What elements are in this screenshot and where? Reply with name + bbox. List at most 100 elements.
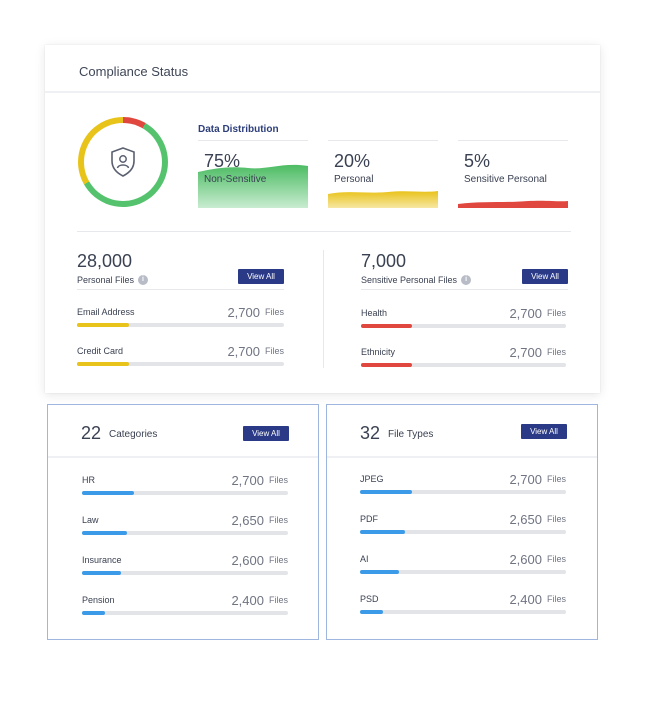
progress-track xyxy=(360,490,566,494)
list-item[interactable]: Law 2,650 Files xyxy=(82,513,288,541)
list-item[interactable]: JPEG 2,700 Files xyxy=(360,472,566,500)
progress-fill xyxy=(82,491,134,495)
categories-count: 22 xyxy=(81,423,102,443)
sensitive-label: Sensitive Personal xyxy=(464,174,547,185)
progress-fill xyxy=(77,362,129,366)
row-value: 2,400 xyxy=(509,592,542,607)
distribution-area-sensitive xyxy=(458,200,568,208)
sensitive-files-count: 7,000 xyxy=(361,251,407,271)
progress-fill xyxy=(82,611,105,615)
personal-files-count: 28,000 xyxy=(77,251,133,271)
file-types-count: 32 xyxy=(360,423,381,443)
personal-percent: 20% xyxy=(334,151,371,171)
list-item[interactable]: Email Address 2,700 Files xyxy=(77,305,284,333)
list-item[interactable]: Credit Card 2,700 Files xyxy=(77,344,284,372)
row-label: PDF xyxy=(360,514,378,524)
list-item[interactable]: Health 2,700 Files xyxy=(361,306,566,334)
list-item[interactable]: PDF 2,650 Files xyxy=(360,512,566,540)
row-label: JPEG xyxy=(360,474,384,484)
row-unit: Files xyxy=(264,346,284,356)
sensitive-files-label: Sensitive Personal Files i xyxy=(361,275,472,285)
progress-fill xyxy=(77,323,129,327)
non-sensitive-percent: 75% xyxy=(204,151,241,171)
row-unit: Files xyxy=(546,594,566,604)
row-unit: Files xyxy=(546,514,566,524)
progress-track xyxy=(82,531,288,535)
shield-user-icon xyxy=(111,147,135,177)
file-types-title: File Types xyxy=(388,429,434,440)
progress-track xyxy=(360,570,566,574)
row-value: 2,400 xyxy=(231,593,264,608)
personal-files-view-all-button[interactable]: View All xyxy=(238,269,284,284)
row-label: HR xyxy=(82,475,95,485)
row-value: 2,700 xyxy=(509,472,542,487)
categories-view-all-button[interactable]: View All xyxy=(243,426,289,441)
progress-track xyxy=(77,323,284,327)
list-item[interactable]: HR 2,700 Files xyxy=(82,473,288,501)
distribution-sensitive-personal: 5% Sensitive Personal xyxy=(458,140,568,208)
section-divider xyxy=(77,231,571,232)
column-divider xyxy=(323,250,324,368)
row-label: Credit Card xyxy=(77,346,124,356)
progress-fill xyxy=(82,571,122,575)
distribution-non-sensitive: 75% Non-Sensitive xyxy=(198,140,308,208)
progress-fill xyxy=(360,530,406,534)
row-unit: Files xyxy=(268,475,288,485)
list-item[interactable]: PSD 2,400 Files xyxy=(360,592,566,620)
categories-card: 22 Categories View All HR 2,700 Files Law 2,… xyxy=(47,404,319,640)
file-types-card: 32 File Types View All JPEG 2,700 Files PDF… xyxy=(326,404,598,640)
progress-track xyxy=(82,571,288,575)
progress-fill xyxy=(361,324,413,328)
progress-track xyxy=(360,530,566,534)
progress-track xyxy=(360,610,566,614)
row-value: 2,700 xyxy=(231,473,264,488)
distribution-personal: 20% Personal xyxy=(328,140,438,208)
sensitive-percent: 5% xyxy=(464,151,491,171)
row-unit: Files xyxy=(546,347,566,357)
row-value: 2,700 xyxy=(509,345,542,360)
sensitive-files-view-all-button[interactable]: View All xyxy=(522,269,568,284)
info-icon[interactable]: i xyxy=(138,275,149,285)
row-unit: Files xyxy=(546,554,566,564)
row-label: Ethnicity xyxy=(361,347,396,357)
progress-fill xyxy=(82,531,128,535)
progress-track xyxy=(361,363,566,367)
row-value: 2,700 xyxy=(227,305,260,320)
compliance-status-card: Compliance Status Data Distribution 75% … xyxy=(45,45,600,393)
progress-fill xyxy=(360,490,412,494)
progress-track xyxy=(77,362,284,366)
row-value: 2,650 xyxy=(509,512,542,527)
row-value: 2,700 xyxy=(227,344,260,359)
personal-label: Personal xyxy=(334,174,374,185)
distribution-donut-chart xyxy=(78,117,168,207)
row-unit: Files xyxy=(264,307,284,317)
data-distribution-title: Data Distribution xyxy=(198,124,279,135)
row-unit: Files xyxy=(268,595,288,605)
row-value: 2,650 xyxy=(231,513,264,528)
row-label: Email Address xyxy=(77,307,135,317)
row-unit: Files xyxy=(546,308,566,318)
row-unit: Files xyxy=(268,515,288,525)
list-item[interactable]: Pension 2,400 Files xyxy=(82,593,288,621)
distribution-area-non-sensitive xyxy=(198,164,308,208)
info-icon[interactable]: i xyxy=(461,275,472,285)
progress-track xyxy=(82,611,288,615)
row-label: AI xyxy=(360,554,369,564)
list-item[interactable]: Ethnicity 2,700 Files xyxy=(361,345,566,373)
progress-fill xyxy=(361,363,413,367)
row-label: Pension xyxy=(82,595,115,605)
row-value: 2,600 xyxy=(509,552,542,567)
file-types-view-all-button[interactable]: View All xyxy=(521,424,567,439)
row-unit: Files xyxy=(546,474,566,484)
row-label: Law xyxy=(82,515,99,525)
row-value: 2,700 xyxy=(509,306,542,321)
row-label: PSD xyxy=(360,594,379,604)
progress-fill xyxy=(360,610,383,614)
list-item[interactable]: Insurance 2,600 Files xyxy=(82,553,288,581)
categories-title: Categories xyxy=(109,429,158,440)
progress-track xyxy=(82,491,288,495)
row-value: 2,600 xyxy=(231,553,264,568)
row-unit: Files xyxy=(268,555,288,565)
list-item[interactable]: AI 2,600 Files xyxy=(360,552,566,580)
row-label: Insurance xyxy=(82,555,122,565)
